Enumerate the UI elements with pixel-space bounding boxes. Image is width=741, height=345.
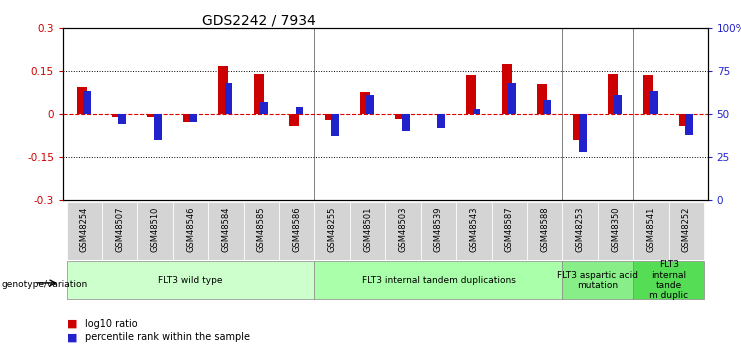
Text: GSM48546: GSM48546 [186,207,195,252]
Bar [219,66,228,114]
FancyBboxPatch shape [527,202,562,260]
Bar [679,114,688,126]
Text: GDS2242 / 7934: GDS2242 / 7934 [202,14,316,28]
Bar [189,114,197,122]
Bar [289,114,299,126]
Text: GSM48541: GSM48541 [646,207,656,252]
Text: GSM48543: GSM48543 [469,207,479,252]
FancyBboxPatch shape [314,261,562,299]
FancyBboxPatch shape [350,202,385,260]
FancyBboxPatch shape [208,202,244,260]
Bar [253,73,264,114]
Bar [643,75,654,114]
FancyBboxPatch shape [314,202,350,260]
FancyBboxPatch shape [491,202,527,260]
FancyBboxPatch shape [244,202,279,260]
FancyBboxPatch shape [634,202,668,260]
Bar [83,91,91,114]
Bar [147,114,157,117]
Text: GSM48587: GSM48587 [505,207,514,252]
Text: FLT3 wild type: FLT3 wild type [159,276,223,285]
Text: genotype/variation: genotype/variation [1,280,87,289]
Text: GSM48588: GSM48588 [540,207,549,252]
Bar [608,73,618,114]
Bar [366,95,374,114]
Text: ■: ■ [67,319,77,328]
Bar [614,95,622,114]
Bar [508,83,516,114]
Bar [402,114,410,131]
Bar [473,109,480,114]
FancyBboxPatch shape [279,202,314,260]
Bar [573,114,582,140]
FancyBboxPatch shape [562,202,598,260]
Text: GSM48350: GSM48350 [611,207,620,252]
Bar [183,114,193,122]
Text: GSM48253: GSM48253 [576,207,585,252]
Text: GSM48507: GSM48507 [115,207,124,252]
Bar [76,87,87,114]
FancyBboxPatch shape [102,202,137,260]
FancyBboxPatch shape [67,202,102,260]
Text: GSM48503: GSM48503 [399,207,408,252]
FancyBboxPatch shape [634,261,704,299]
Text: GSM48255: GSM48255 [328,207,336,252]
Text: ■: ■ [67,333,77,342]
FancyBboxPatch shape [67,261,314,299]
Bar [112,114,122,117]
Bar [396,114,405,119]
Bar [331,114,339,136]
Text: GSM48252: GSM48252 [682,207,691,252]
Bar [537,84,547,114]
Bar [119,114,126,124]
Bar [154,114,162,140]
Text: GSM48510: GSM48510 [150,207,159,252]
Text: GSM48585: GSM48585 [257,207,266,252]
Bar [225,83,233,114]
Bar [579,114,587,152]
FancyBboxPatch shape [173,202,208,260]
Text: GSM48586: GSM48586 [292,207,302,252]
Bar [360,92,370,114]
FancyBboxPatch shape [668,202,704,260]
Bar [685,114,693,135]
FancyBboxPatch shape [562,261,634,299]
Bar [296,107,303,114]
Text: GSM48254: GSM48254 [80,207,89,252]
Bar [325,114,334,120]
FancyBboxPatch shape [385,202,421,260]
Text: FLT3
internal
tande
m duplic: FLT3 internal tande m duplic [649,260,688,300]
FancyBboxPatch shape [598,202,634,260]
Text: FLT3 internal tandem duplications: FLT3 internal tandem duplications [362,276,516,285]
Bar [650,91,657,114]
Text: GSM48584: GSM48584 [222,207,230,252]
Bar [502,63,511,114]
FancyBboxPatch shape [421,202,456,260]
Bar [466,75,476,114]
Bar [543,100,551,114]
Text: GSM48539: GSM48539 [434,207,443,252]
Text: GSM48501: GSM48501 [363,207,372,252]
Text: percentile rank within the sample: percentile rank within the sample [85,333,250,342]
Bar [260,102,268,114]
Text: FLT3 aspartic acid
mutation: FLT3 aspartic acid mutation [557,270,638,290]
FancyBboxPatch shape [137,202,173,260]
FancyBboxPatch shape [456,202,491,260]
Bar [437,114,445,128]
Text: log10 ratio: log10 ratio [85,319,138,328]
